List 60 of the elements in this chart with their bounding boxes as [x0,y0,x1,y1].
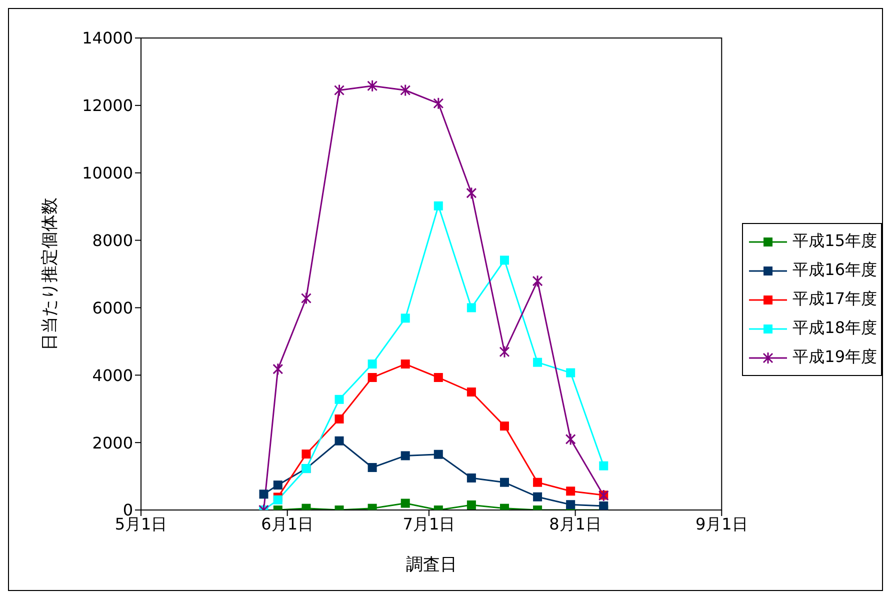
point [599,501,608,510]
legend-label: 平成17年度 [792,289,877,310]
point [499,346,510,358]
legend-label: 平成19年度 [792,347,877,368]
point [400,314,410,323]
y-tick-label: 10000 [82,164,133,183]
point [466,388,476,396]
point [368,360,377,369]
point [466,186,477,200]
point [533,492,542,502]
point [466,473,476,482]
y-axis-title: 日当たり推定個体数 [40,198,60,350]
y-tick-label: 12000 [82,96,133,116]
x-axis-title: 調査日 [406,555,457,575]
point [368,463,377,472]
point [434,201,443,210]
point [334,436,344,446]
point [334,394,344,404]
point [566,500,576,510]
point [302,450,311,459]
y-tick-label: 8000 [92,230,133,250]
point [566,368,576,378]
x-tick-label: 9月1日 [695,514,748,534]
point [400,451,410,460]
x-tick-label: 8月1日 [549,514,602,534]
y-tick-label: 14000 [82,28,133,48]
point [466,303,476,312]
point [566,486,576,496]
point [272,362,284,376]
point [599,461,608,470]
point [400,360,410,369]
point [500,422,509,431]
point [466,500,476,510]
y-tick-label: 2000 [92,433,133,452]
point [400,498,410,508]
point [367,80,378,92]
y-tick-label: 6000 [92,298,133,318]
point [434,373,443,382]
point [400,84,411,97]
point [500,478,509,487]
x-tick-label: 7月1日 [402,514,456,534]
point [334,414,344,424]
point [300,292,312,305]
legend-label: 平成18年度 [792,318,877,339]
point [500,256,509,265]
point [433,97,444,110]
legend-label: 平成16年度 [792,260,877,281]
point [533,358,542,367]
point [273,495,282,504]
point [532,274,543,288]
point [533,478,542,487]
point [368,373,377,382]
x-tick-label: 6月1日 [261,514,314,534]
y-tick-label: 4000 [92,366,133,385]
point [565,432,576,446]
point [273,480,282,490]
point [434,450,443,459]
legend-label: 平成15年度 [792,231,877,252]
point [334,84,345,97]
point [259,490,268,499]
